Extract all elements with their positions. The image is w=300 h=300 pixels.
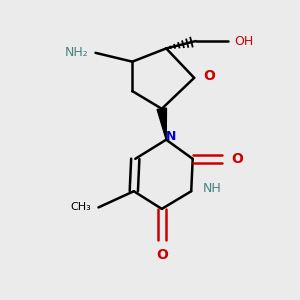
Polygon shape: [157, 108, 167, 140]
Text: NH: NH: [203, 182, 222, 195]
Text: OH: OH: [234, 34, 253, 48]
Text: NH₂: NH₂: [64, 46, 88, 59]
Text: O: O: [156, 248, 168, 262]
Text: O: O: [203, 69, 215, 83]
Text: CH₃: CH₃: [70, 202, 91, 212]
Text: O: O: [231, 152, 243, 166]
Text: N: N: [165, 130, 176, 143]
